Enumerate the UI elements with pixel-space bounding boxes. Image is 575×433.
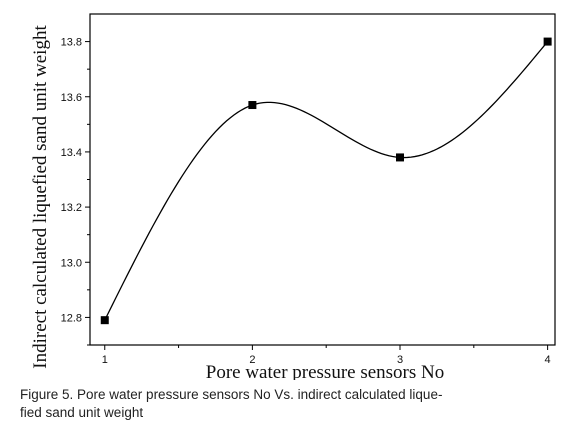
y-tick-label: 13.2 xyxy=(61,202,82,214)
y-tick-label: 13.8 xyxy=(61,37,82,49)
data-point-marker xyxy=(396,153,404,162)
x-tick-label: 1 xyxy=(102,354,108,366)
y-axis-ticks: 12.8 13.0 13.2 13.4 13.6 13.8 xyxy=(61,37,90,346)
figure-caption: Figure 5. Pore water pressure sensors No… xyxy=(20,386,560,422)
data-markers xyxy=(100,37,552,325)
y-tick-label: 13.0 xyxy=(61,257,82,269)
x-tick-label: 3 xyxy=(397,354,403,366)
x-axis-title: Pore water pressure sensors No xyxy=(206,362,445,380)
y-tick-label: 13.4 xyxy=(61,147,82,159)
data-point-marker xyxy=(248,101,257,110)
caption-line-2: fied sand unit weight xyxy=(20,405,144,420)
x-tick-label: 2 xyxy=(249,354,255,366)
x-tick-label: 4 xyxy=(545,354,551,366)
plot-area-frame xyxy=(89,13,556,346)
data-point-marker xyxy=(100,316,109,325)
y-tick-label: 12.8 xyxy=(61,312,82,324)
data-point-marker xyxy=(543,37,552,46)
y-tick-label: 13.6 xyxy=(61,92,82,104)
line-chart: 12.8 13.0 13.2 13.4 13.6 13.8 1 2 3 4 Pore water… xyxy=(30,13,556,380)
y-axis-title: Indirect calculated liquefied sand unit … xyxy=(30,25,51,369)
x-axis-ticks: 1 2 3 4 xyxy=(102,345,551,366)
caption-line-1: Figure 5. Pore water pressure sensors No… xyxy=(20,387,443,402)
series-line xyxy=(104,41,549,321)
